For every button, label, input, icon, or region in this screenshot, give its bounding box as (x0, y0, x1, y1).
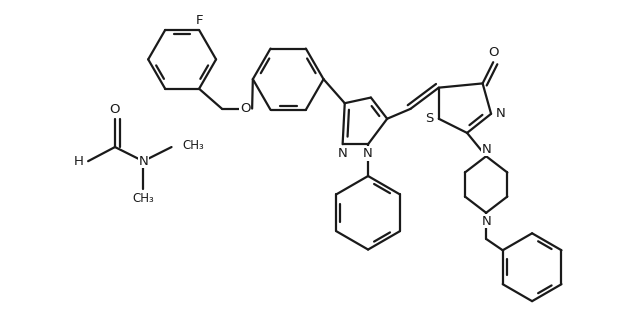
Text: CH₃: CH₃ (183, 139, 205, 152)
Text: F: F (195, 14, 203, 27)
Text: S: S (426, 112, 434, 125)
Text: N: N (495, 107, 505, 120)
Text: H: H (74, 155, 84, 168)
Text: N: N (481, 143, 491, 156)
Text: N: N (338, 147, 348, 160)
Text: N: N (481, 215, 491, 228)
Text: N: N (364, 147, 373, 160)
Text: O: O (488, 46, 499, 59)
Text: O: O (240, 102, 250, 115)
Text: CH₃: CH₃ (132, 192, 154, 205)
Text: O: O (109, 103, 120, 116)
Text: N: N (138, 155, 148, 168)
